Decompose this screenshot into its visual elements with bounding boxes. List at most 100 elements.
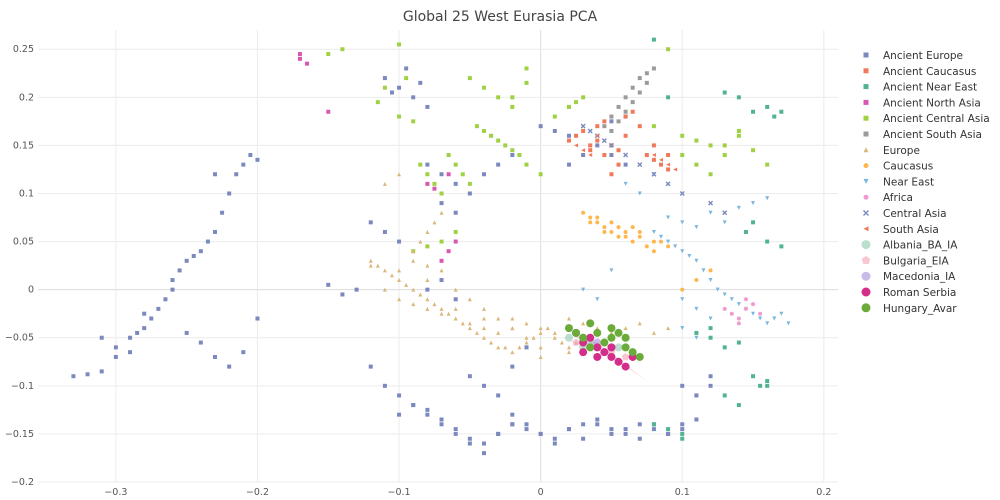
legend-item-roman-serbia[interactable]: Roman Serbia [861,287,957,299]
x-tick-label: 0.2 [816,487,831,498]
point-ancient-europe [623,431,628,436]
point-central-asia [601,138,607,144]
point-ancient-central-asia [524,162,529,167]
legend[interactable]: Ancient Europe Ancient Caucasus Ancient Ne… [861,50,990,315]
point-ancient-europe [411,403,416,408]
point-ancient-south-asia [609,128,614,133]
point-ancient-central-asia [382,85,387,90]
point-ancient-caucasus [651,157,656,162]
point-south-asia [574,143,579,148]
legend-item-africa[interactable]: Africa [863,192,913,204]
point-ancient-europe [609,431,614,436]
legend-label: Ancient Caucasus [883,66,976,78]
point-near-east [637,191,642,196]
point-near-east [722,292,727,297]
point-ancient-europe [595,417,600,422]
point-ancient-central-asia [439,191,444,196]
point-europe [623,326,628,331]
point-ancient-near-east [680,436,685,441]
point-ancient-europe [439,422,444,427]
point-ancient-europe [241,162,246,167]
point-ancient-europe [255,316,260,321]
legend-item-hungary-avar[interactable]: Hungary_Avar [861,303,958,315]
point-ancient-europe [510,422,515,427]
point-hungary-avar [586,343,595,352]
point-ancient-europe [340,292,345,297]
point-ancient-europe [184,258,189,263]
point-ancient-europe [142,326,147,331]
legend-item-near-east[interactable]: Near East [863,176,935,188]
point-ancient-near-east [751,109,756,114]
point-near-east [687,254,692,258]
y-tick-label: 0.05 [13,237,34,248]
point-central-asia [587,128,593,134]
point-europe [411,302,416,307]
point-ancient-europe [595,143,600,148]
point-europe [474,330,479,335]
point-ancient-central-asia [581,95,586,100]
point-ancient-europe [191,254,196,258]
legend-label: Roman Serbia [883,287,956,299]
point-ancient-europe [113,354,118,359]
point-ancient-europe [411,95,416,100]
point-ancient-south-asia [616,104,621,109]
legend-item-central-asia[interactable]: Central Asia [863,208,947,220]
point-central-asia [708,200,714,206]
point-ancient-north-asia [297,56,302,61]
point-ancient-europe [71,374,76,379]
point-ancient-europe [354,287,359,292]
point-europe [439,306,444,311]
legend-item-albania-ba-ia[interactable]: Albania_BA_IA [861,240,959,252]
point-ancient-central-asia [708,172,713,177]
legend-item-europe[interactable]: Europe [863,145,920,157]
point-near-east [786,321,791,326]
legend-item-ancient-central-asia[interactable]: Ancient Central Asia [863,113,990,125]
point-ancient-north-asia [446,249,451,254]
point-ancient-europe [666,431,671,436]
point-near-east [736,205,741,210]
point-ancient-central-asia [680,153,685,158]
point-caucasus [666,244,671,249]
point-ancient-europe [404,66,409,71]
point-ancient-europe [128,335,133,340]
point-ancient-europe [467,191,472,196]
point-ancient-near-east [736,95,741,100]
point-ancient-europe [524,345,529,350]
point-ancient-europe [425,162,430,167]
legend-item-ancient-south-asia[interactable]: Ancient South Asia [863,129,982,141]
point-caucasus [588,215,593,220]
point-europe [425,263,430,268]
point-ancient-europe [439,201,444,206]
point-caucasus [602,225,607,230]
point-near-east [581,287,586,292]
point-europe [439,311,444,316]
point-ancient-europe [382,229,387,234]
point-ancient-central-asia [432,181,437,186]
point-ancient-near-east [708,326,713,331]
legend-item-bulgaria-eia[interactable]: Bulgaria_EIA [861,255,950,267]
point-ancient-europe [418,80,423,85]
legend-item-caucasus[interactable]: Caucasus [863,161,934,173]
point-ancient-caucasus [659,162,664,167]
point-europe [418,239,423,244]
legend-item-ancient-caucasus[interactable]: Ancient Caucasus [863,66,977,78]
legend-item-ancient-europe[interactable]: Ancient Europe [863,50,964,62]
point-caucasus [644,244,649,249]
y-tick-label: 0.1 [19,188,34,199]
point-ancient-europe [234,172,239,177]
legend-item-ancient-near-east[interactable]: Ancient Near East [863,82,978,94]
point-ancient-central-asia [326,52,331,57]
legend-item-macedonia-ia[interactable]: Macedonia_IA [861,271,957,283]
point-caucasus [609,220,614,225]
legend-label: Ancient South Asia [883,129,982,141]
point-ancient-near-east [765,104,770,109]
point-ancient-europe [368,364,373,369]
point-europe [453,316,458,321]
legend-item-south-asia[interactable]: South Asia [863,224,939,236]
point-ancient-north-asia [425,181,430,186]
legend-item-ancient-north-asia[interactable]: Ancient North Asia [863,97,981,109]
x-tick-label: 0 [538,487,544,498]
point-ancient-europe [453,210,458,215]
point-europe [503,345,508,350]
